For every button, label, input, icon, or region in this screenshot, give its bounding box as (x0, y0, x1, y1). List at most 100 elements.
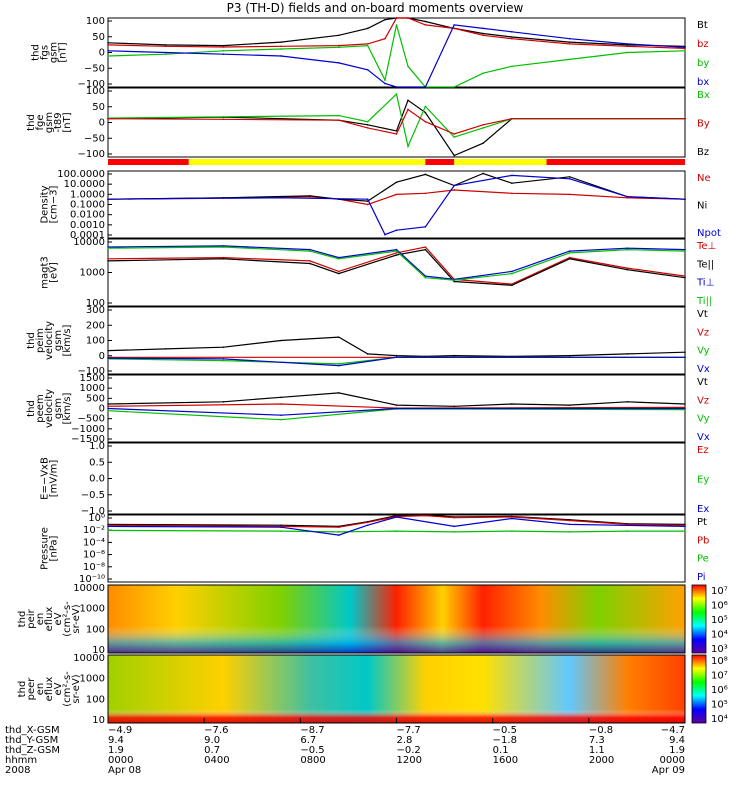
series-point (309, 195, 311, 197)
y-tick-label: 100 (86, 694, 105, 705)
series-point (684, 403, 686, 405)
series-point (568, 256, 571, 259)
series-point (407, 108, 409, 111)
series-point (568, 354, 571, 357)
series-point (280, 55, 282, 57)
colorbar-tick-label: 10⁶ (711, 685, 728, 696)
x-axis-row-label: thd_X-GSM (5, 725, 60, 736)
series-point (424, 276, 427, 279)
series-point (482, 172, 484, 175)
series-point (338, 272, 340, 275)
y-tick-label: 10⁻² (83, 525, 105, 536)
y-axis-label: sr-eV) (71, 604, 82, 633)
series-point (366, 124, 369, 126)
series-point (395, 193, 398, 196)
series-point (222, 401, 225, 403)
series-point (568, 523, 571, 526)
y-axis-label: en (35, 613, 46, 626)
y-axis-label: gsm (53, 398, 64, 419)
y-axis-label: eV (53, 612, 64, 625)
x-tick-label: 1.1 (589, 745, 605, 756)
series-point (366, 43, 369, 45)
y-tick-label: 1000 (80, 268, 105, 279)
series-point (338, 257, 340, 260)
legend-entry: Npot (697, 228, 721, 239)
series-point (568, 176, 571, 178)
y-tick-label: 10⁻¹⁰ (79, 574, 105, 585)
x-tick-label: −0.5 (493, 725, 517, 736)
y-tick-label: −500 (78, 414, 105, 425)
series-point (107, 117, 109, 120)
y-axis-label: velocity (44, 321, 55, 360)
series-point (222, 257, 225, 260)
colorbar-tick-label: 10³ (711, 644, 728, 655)
series-point (684, 117, 686, 120)
y-axis-label: Pressure (40, 527, 51, 570)
y-tick-label: 10⁻⁶ (83, 550, 105, 561)
series-point (424, 111, 427, 114)
series-point (338, 363, 340, 365)
colorbar-tick-label: 10⁴ (711, 714, 728, 725)
y-tick-label: −100 (78, 79, 105, 90)
series-point (164, 44, 167, 46)
panel-peer-en-eflux: 10000 1000 100 10 thdpeerenefluxeV(cm²-s-sr-… (17, 653, 728, 726)
y-axis-label: peer (26, 677, 37, 701)
x-tick-label: −4.9 (108, 725, 132, 736)
panel-temperature: 10000 1000 100 magt3[eV] Te⊥ Te|| Ti⊥ Ti|| (40, 237, 717, 309)
series-point (684, 276, 686, 279)
series-point (107, 349, 109, 352)
y-tick-label: 0 (99, 118, 105, 129)
x-axis-row-label: thd_Y-GSM (5, 735, 58, 746)
series-point (453, 405, 456, 408)
series-point (309, 262, 311, 265)
series-point (338, 114, 340, 117)
series-point (568, 37, 571, 40)
series-point (395, 229, 398, 231)
series-point (684, 248, 686, 251)
mode-bar-segment (454, 159, 547, 165)
series-line-Vy (107, 408, 686, 421)
series-point (424, 248, 427, 251)
series-point (424, 120, 427, 123)
series-point (280, 41, 282, 43)
series-point (407, 99, 409, 102)
series-point (280, 526, 282, 529)
panel-frame (107, 87, 686, 158)
mode-bar-segment (425, 159, 455, 165)
series-point (511, 192, 513, 195)
series-point (222, 49, 225, 52)
series-point (280, 48, 282, 50)
y-tick-label: 100 (86, 336, 105, 347)
series-line-Vx (107, 356, 685, 367)
series-point (511, 284, 513, 287)
series-point (222, 118, 225, 121)
y-tick-label: 10000 (73, 237, 105, 248)
series-point (453, 354, 456, 357)
series-point (626, 195, 629, 198)
series-point (366, 524, 369, 527)
y-tick-label: 0.0001 (70, 230, 105, 241)
legend-entry: Ey (697, 475, 709, 486)
y-tick-label: 0.0010 (70, 220, 105, 231)
mode-bar-segment (188, 159, 426, 165)
series-point (338, 119, 340, 121)
series-point (338, 46, 340, 49)
series-point (626, 268, 629, 271)
series-point (568, 404, 571, 406)
series-point (222, 346, 225, 349)
panel-frame (107, 170, 686, 239)
legend-entry: Ti⊥ (696, 278, 714, 289)
y-axis-label: sr-eV) (71, 674, 82, 703)
panels: 100500−50−100thdfgsgsm[nT]Btbzbybx100500… (17, 16, 728, 726)
y-tick-label: 10⁻⁸ (83, 562, 105, 573)
series-point (626, 248, 629, 251)
series-line-Vt (107, 392, 686, 407)
legend-entry: Ez (697, 445, 709, 456)
y-tick-label: −1500 (71, 434, 105, 445)
series-point (453, 136, 456, 138)
y-axis-label: [km/s] (62, 324, 73, 356)
series-point (107, 529, 109, 532)
series-point (366, 44, 369, 47)
legend-entry: Ni (697, 201, 707, 212)
